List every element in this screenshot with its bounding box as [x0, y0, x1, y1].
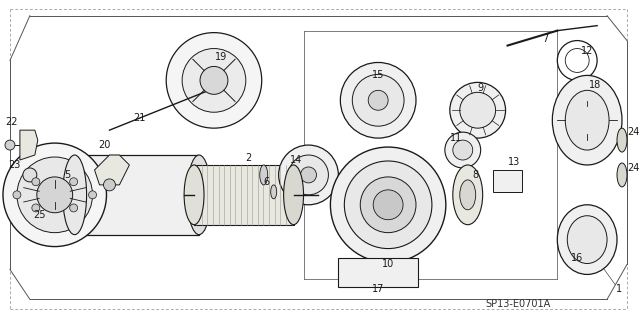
Polygon shape: [20, 130, 38, 160]
Text: 24: 24: [627, 163, 639, 173]
Text: 18: 18: [589, 80, 601, 90]
Text: 19: 19: [215, 53, 227, 63]
Ellipse shape: [557, 205, 617, 274]
Ellipse shape: [565, 90, 609, 150]
Text: 8: 8: [473, 170, 479, 180]
Text: 21: 21: [133, 113, 145, 123]
Text: 2: 2: [246, 153, 252, 163]
Ellipse shape: [460, 92, 495, 128]
Ellipse shape: [37, 177, 73, 213]
Ellipse shape: [260, 165, 268, 185]
Ellipse shape: [5, 140, 15, 150]
Ellipse shape: [453, 165, 483, 225]
Ellipse shape: [13, 191, 21, 199]
Text: SP13-E0701A: SP13-E0701A: [485, 299, 550, 309]
Ellipse shape: [552, 75, 622, 165]
Polygon shape: [194, 165, 294, 225]
Polygon shape: [95, 155, 129, 185]
Ellipse shape: [352, 74, 404, 126]
Ellipse shape: [187, 155, 211, 235]
Ellipse shape: [450, 82, 506, 138]
Ellipse shape: [104, 179, 115, 191]
Text: 6: 6: [264, 177, 270, 187]
Ellipse shape: [63, 155, 86, 235]
Text: 16: 16: [571, 253, 583, 263]
Text: 25: 25: [33, 210, 46, 220]
Text: 22: 22: [6, 117, 18, 127]
Ellipse shape: [284, 165, 303, 225]
Ellipse shape: [23, 168, 37, 182]
Ellipse shape: [445, 132, 481, 168]
Ellipse shape: [360, 177, 416, 233]
Text: 9: 9: [477, 83, 484, 93]
Text: 1: 1: [616, 284, 622, 294]
Bar: [339, 257, 418, 287]
Ellipse shape: [3, 143, 106, 247]
Ellipse shape: [17, 157, 93, 233]
Text: 11: 11: [450, 133, 462, 143]
Text: 15: 15: [372, 70, 385, 80]
Text: 23: 23: [9, 160, 21, 170]
Ellipse shape: [373, 190, 403, 220]
Text: 12: 12: [581, 46, 593, 56]
Ellipse shape: [184, 165, 204, 225]
Ellipse shape: [301, 167, 316, 183]
Bar: [493, 170, 522, 192]
Ellipse shape: [567, 216, 607, 263]
Ellipse shape: [617, 128, 627, 152]
Ellipse shape: [32, 204, 40, 212]
Text: 13: 13: [508, 157, 521, 167]
Ellipse shape: [617, 163, 627, 187]
Ellipse shape: [182, 48, 246, 112]
Ellipse shape: [460, 180, 476, 210]
Text: 20: 20: [99, 140, 111, 150]
Polygon shape: [75, 155, 199, 235]
Ellipse shape: [289, 155, 328, 195]
Text: 14: 14: [291, 155, 303, 165]
Text: 24: 24: [627, 127, 639, 137]
Ellipse shape: [271, 185, 276, 199]
Text: 17: 17: [372, 284, 385, 294]
Ellipse shape: [70, 178, 77, 186]
Ellipse shape: [344, 161, 432, 249]
Ellipse shape: [88, 191, 97, 199]
Ellipse shape: [330, 147, 446, 263]
Ellipse shape: [166, 33, 262, 128]
Text: 10: 10: [382, 259, 394, 270]
Ellipse shape: [278, 145, 339, 205]
Ellipse shape: [368, 90, 388, 110]
Text: 7: 7: [542, 33, 548, 44]
Ellipse shape: [70, 204, 77, 212]
Ellipse shape: [340, 63, 416, 138]
Text: 5: 5: [65, 170, 71, 180]
Ellipse shape: [32, 178, 40, 186]
Ellipse shape: [200, 66, 228, 94]
Ellipse shape: [453, 140, 473, 160]
